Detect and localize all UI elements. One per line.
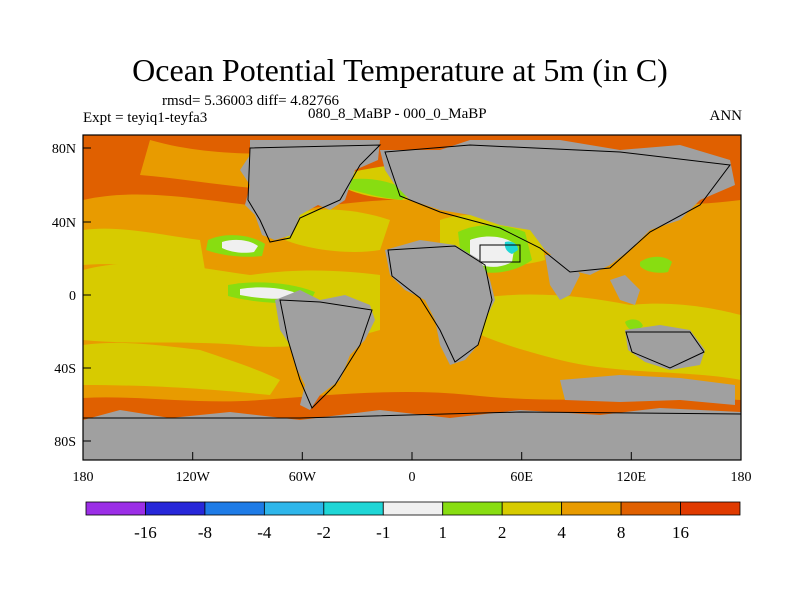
field-band-1-atlantic — [240, 287, 296, 299]
colorbar-label: -8 — [198, 523, 212, 542]
rmsd-diff-stats: rmsd= 5.36003 diff= 4.82766 — [162, 93, 340, 109]
field-band-4-southpacific — [83, 342, 280, 395]
y-tick-label: 80S — [54, 435, 76, 450]
colorbar-label: -1 — [376, 523, 390, 542]
colorbar-box — [145, 501, 206, 516]
colorbar-box — [382, 501, 444, 516]
colorbar-box — [323, 501, 384, 516]
field-band-4-pacific — [83, 228, 205, 270]
colorbar-label: 2 — [498, 523, 507, 542]
land-antarctic-shelf — [560, 375, 735, 405]
land-north-america — [240, 140, 380, 240]
x-tick-label: 120E — [617, 470, 647, 485]
colorbar-box — [204, 501, 265, 516]
land-eurasia — [380, 140, 735, 275]
difference-label: 080_8_MaBP - 000_0_MaBP — [308, 106, 487, 122]
y-tick-label: 40N — [52, 216, 76, 231]
map-field — [83, 135, 741, 460]
colorbar-box — [442, 501, 503, 516]
land-africa — [385, 240, 495, 365]
field-band-4-atlantic-n — [285, 209, 390, 252]
land-south-america — [275, 290, 375, 410]
x-tick-label: 180 — [73, 470, 94, 485]
field-band-1-caribbean — [222, 239, 258, 253]
colorbar: -16 -8 -4 -2 -1 1 2 4 8 16 — [85, 501, 741, 542]
y-tick-label: 80N — [52, 142, 76, 157]
x-tick-label: 60E — [510, 470, 533, 485]
land-australia — [625, 325, 705, 370]
colorbar-label: 16 — [672, 523, 689, 542]
y-tick-label: 0 — [69, 289, 76, 304]
coastlines — [83, 144, 741, 419]
chart-title: Ocean Potential Temperature at 5m (in C) — [132, 52, 668, 88]
colorbar-label: 8 — [617, 523, 626, 542]
colorbar-label: 4 — [557, 523, 566, 542]
land-masses — [83, 140, 741, 460]
land-antarctica — [83, 408, 741, 460]
colorbar-box — [263, 501, 325, 516]
colorbar-label: 1 — [438, 523, 447, 542]
experiment-label: Expt = teyiq1-teyfa3 — [83, 110, 208, 126]
colorbar-box — [620, 501, 681, 516]
colorbar-box — [680, 501, 741, 516]
x-tick-label: 0 — [409, 470, 416, 485]
colorbar-label: -4 — [257, 523, 272, 542]
colorbar-box — [501, 501, 563, 516]
land-southeast-asia — [610, 275, 640, 305]
field-band-2-arctic — [345, 178, 410, 200]
season-label: ANN — [709, 108, 743, 124]
x-tick-label: 60W — [289, 470, 317, 485]
field-band-2-china — [640, 256, 672, 273]
colorbar-box — [561, 501, 622, 516]
colorbar-label: -2 — [317, 523, 331, 542]
colorbar-box — [85, 501, 146, 516]
land-india — [545, 255, 580, 300]
land-greenland — [300, 140, 335, 175]
field-band-1-tethys — [470, 236, 515, 267]
colorbar-label: -16 — [134, 523, 157, 542]
y-tick-label: 40S — [54, 362, 76, 377]
x-tick-label: 180 — [731, 470, 752, 485]
axis-tick-marks — [82, 147, 742, 460]
x-tick-label: 120W — [176, 470, 211, 485]
